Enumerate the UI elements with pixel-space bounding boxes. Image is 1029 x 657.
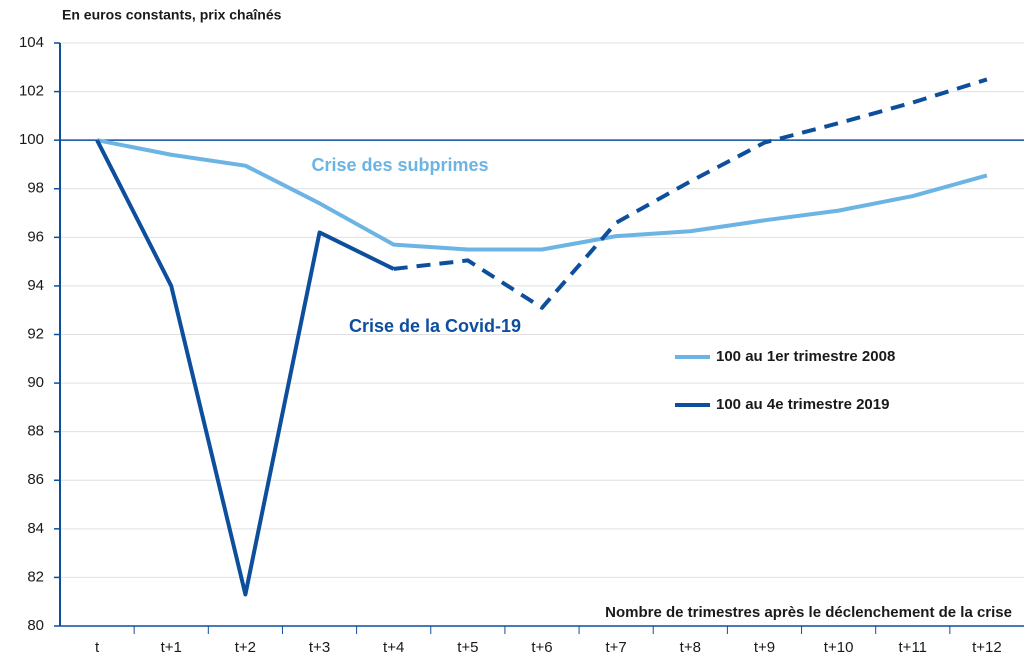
x-axis-label: Nombre de trimestres après le déclenchem… xyxy=(605,604,1012,621)
x-tick-label: t+12 xyxy=(972,639,1002,656)
x-tick-label: t+6 xyxy=(531,639,552,656)
series-line xyxy=(96,138,988,252)
annotation: Crise des subprimes xyxy=(311,155,488,175)
y-tick-label: 102 xyxy=(19,83,44,100)
annotation: Crise de la Covid-19 xyxy=(349,316,521,336)
y-tick-label: 100 xyxy=(19,131,44,148)
y-tick-label: 90 xyxy=(27,374,44,391)
series-line xyxy=(393,77,988,310)
x-tick-label: t+2 xyxy=(235,639,256,656)
series-line xyxy=(95,139,395,597)
x-tick-label: t+11 xyxy=(899,639,928,656)
y-tick-label: 88 xyxy=(27,423,44,440)
legend-label: 100 au 4e trimestre 2019 xyxy=(716,396,889,413)
x-tick-label: t xyxy=(95,639,100,656)
x-tick-label: t+3 xyxy=(309,639,330,656)
y-tick-label: 84 xyxy=(27,520,44,537)
y-axis-label: En euros constants, prix chaînés xyxy=(62,7,282,23)
x-tick-label: t+5 xyxy=(457,639,478,656)
legend-label: 100 au 1er trimestre 2008 xyxy=(716,348,895,365)
y-tick-label: 80 xyxy=(27,617,44,634)
y-tick-label: 98 xyxy=(27,180,44,197)
x-tick-label: t+4 xyxy=(383,639,404,656)
x-tick-label: t+8 xyxy=(680,639,701,656)
x-tick-label: t+7 xyxy=(606,639,627,656)
x-tick-label: t+9 xyxy=(754,639,775,656)
y-tick-label: 86 xyxy=(27,471,44,488)
y-tick-label: 82 xyxy=(27,568,44,585)
x-tick-label: t+1 xyxy=(161,639,182,656)
y-tick-label: 104 xyxy=(19,34,44,51)
y-tick-label: 96 xyxy=(27,228,44,245)
y-tick-label: 94 xyxy=(27,277,44,294)
y-tick-label: 92 xyxy=(27,325,44,342)
x-tick-label: t+10 xyxy=(824,639,854,656)
